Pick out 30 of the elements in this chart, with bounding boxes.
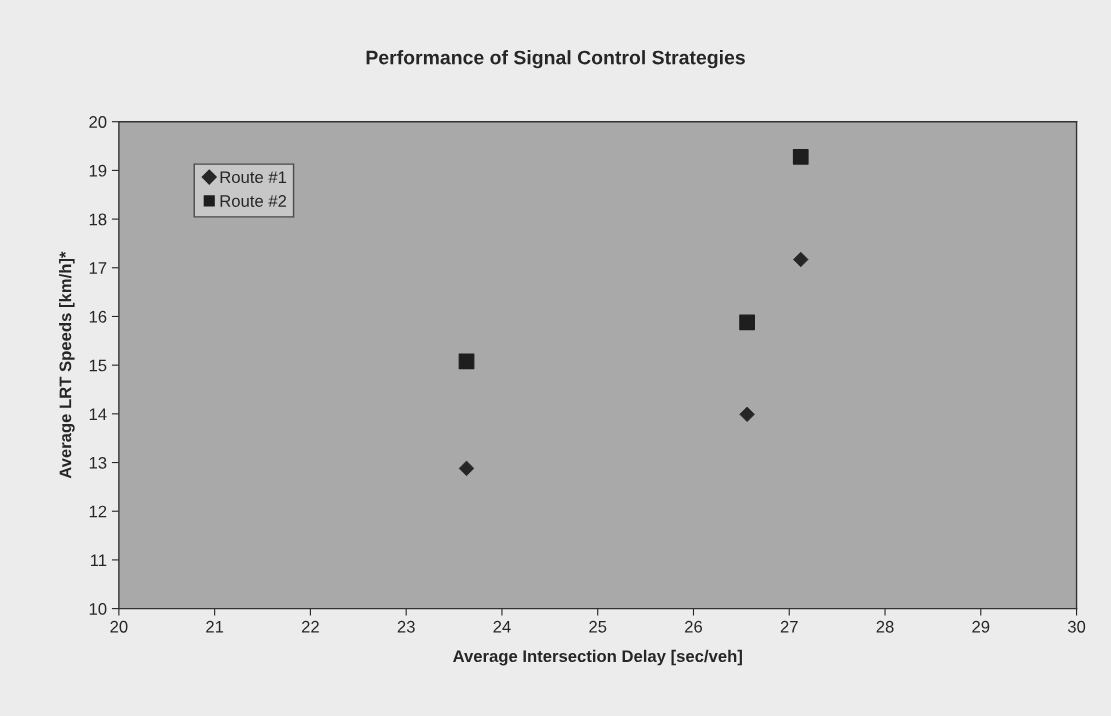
x-tick-label: 26 [685,620,703,633]
y-tick-label: 12 [89,505,107,518]
y-tick-label: 17 [89,262,107,274]
y-tick-label: 14 [89,408,107,420]
x-tick-label: 25 [589,620,607,633]
x-tick-label: 28 [876,620,894,633]
y-tick-label: 11 [91,554,107,566]
x-tick-label: 30 [1067,620,1086,633]
point [458,353,475,370]
x-axis-title: Average Intersection Delay [sec/veh] [453,649,742,666]
x-tick-label: 20 [110,620,128,633]
x-tick-label: 27 [780,620,798,633]
x-tick-label: 23 [397,620,415,633]
x-tick-label: 21 [206,620,224,633]
y-tick-label: 19 [89,164,107,177]
x-tick-label: 29 [972,620,990,633]
y-tick-label: 15 [89,359,107,372]
legend-label: Route #2 [220,195,287,207]
point [739,314,755,331]
y-axis-title: Average LRT Speeds [km/h]* [59,251,75,479]
point [792,148,809,165]
x-tick-label: 24 [493,620,511,633]
y-tick-label: 13 [89,456,107,469]
chart-title: Performance of Signal Control Strategies [366,50,745,69]
x-tick-label: 22 [301,620,319,633]
y-tick-label: 10 [89,603,107,615]
y-tick-label: 18 [89,213,107,226]
legend-label: Route #1 [220,171,287,184]
y-tick-label: 16 [89,310,107,323]
y-tick-label: 20 [89,116,107,128]
